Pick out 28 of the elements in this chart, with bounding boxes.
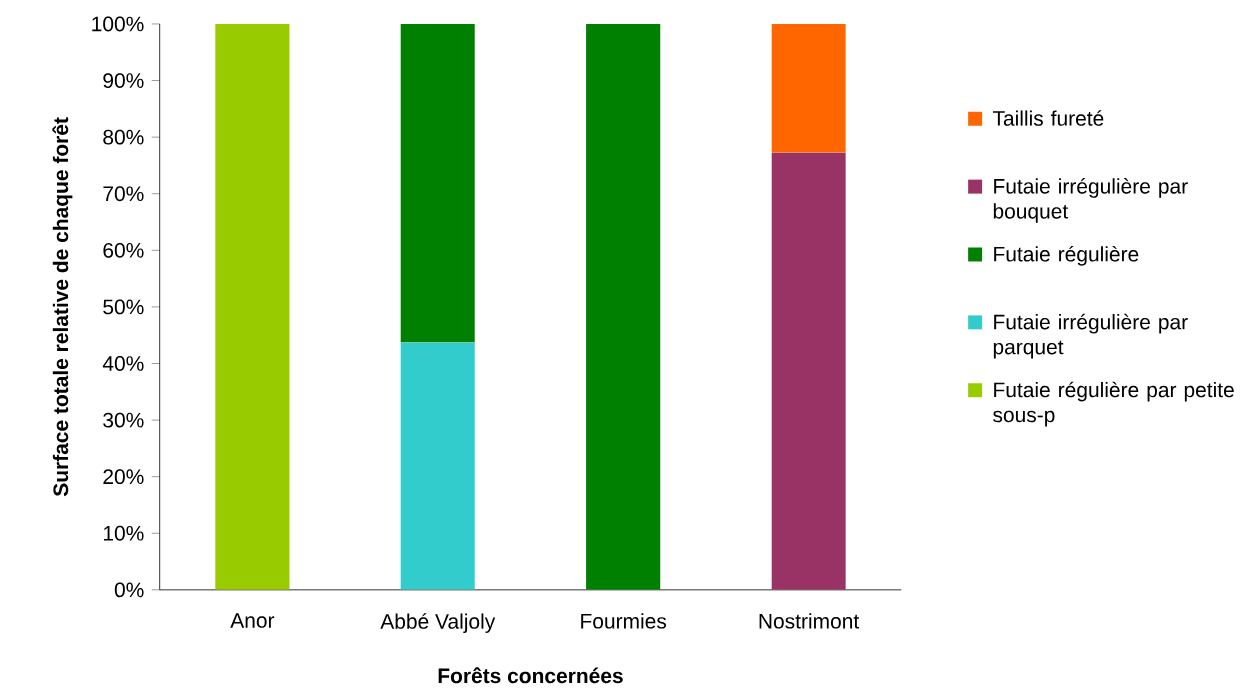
y-axis-title: Surface totale relative de chaque forêt	[52, 117, 73, 497]
bar	[771, 152, 846, 590]
x-tick-label: Anor	[230, 613, 275, 628]
bar	[215, 23, 290, 590]
y-tick-label: 50%	[103, 299, 144, 315]
y-tick-label: 70%	[103, 186, 144, 202]
legend-label: Futaie régulière par petite sous-p	[993, 381, 1234, 427]
legend-label: Taillis fureté	[992, 110, 1104, 126]
y-tick-label: 0%	[114, 582, 144, 598]
y-tick-label: 80%	[103, 129, 144, 145]
y-tick-label: 10%	[103, 525, 144, 541]
bar	[586, 23, 661, 590]
x-tick-label: Fourmies	[581, 613, 667, 629]
bar	[771, 23, 846, 153]
bar	[400, 342, 475, 590]
y-tick-label: 60%	[103, 242, 144, 258]
x-tick-label: Abbé Valjoly	[380, 613, 496, 633]
y-tick-label: 100%	[92, 16, 144, 32]
legend-label: Futaie irrégulière par parquet	[993, 313, 1188, 359]
y-tick-label: 40%	[102, 356, 144, 371]
legend-label: Futaie régulière	[994, 245, 1139, 266]
x-tick-label: Nostrimont	[759, 613, 860, 629]
y-tick-label: 20%	[103, 469, 144, 485]
legend-label: Futaie irrégulière par bouquet	[993, 177, 1188, 223]
y-tick-label: 90%	[103, 73, 144, 88]
x-axis-title: Forêts concernées	[438, 667, 623, 684]
bar	[400, 23, 475, 343]
y-tick-label: 30%	[103, 412, 144, 428]
